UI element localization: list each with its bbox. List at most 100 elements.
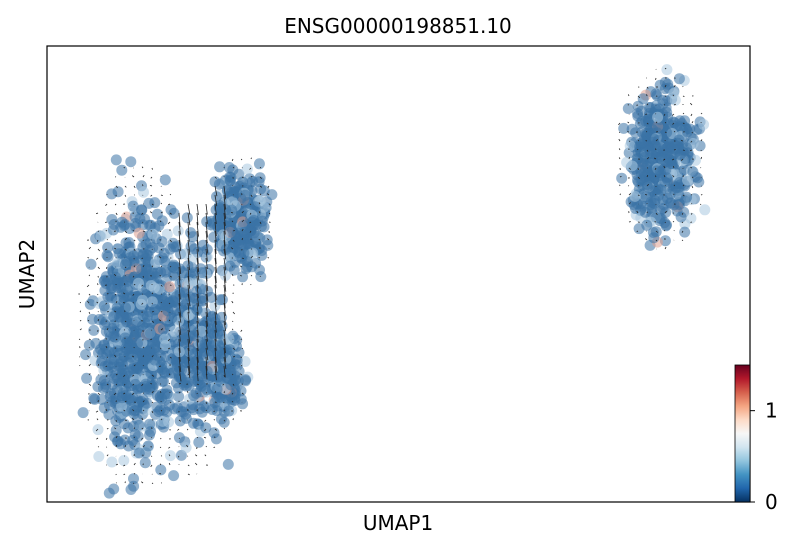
cell-point xyxy=(144,327,156,339)
velocity-arrow xyxy=(664,185,666,187)
cell-point xyxy=(208,231,220,243)
cell-point xyxy=(133,277,144,289)
cell-point xyxy=(155,266,167,278)
cell-point xyxy=(133,447,145,459)
cell-point xyxy=(160,339,171,351)
velocity-arrow xyxy=(97,230,100,232)
velocity-arrow xyxy=(106,374,108,378)
cell-point xyxy=(150,256,162,268)
y-axis-label: UMAP2 xyxy=(15,239,39,309)
cell-point xyxy=(120,237,132,249)
cell-point xyxy=(154,404,166,416)
cell-point xyxy=(116,355,128,367)
velocity-arrow xyxy=(133,473,136,475)
velocity-arrow xyxy=(655,194,657,196)
cell-point xyxy=(136,204,148,216)
cell-point xyxy=(147,228,159,240)
cell-point xyxy=(88,392,100,404)
cell-point xyxy=(656,153,668,165)
cell-point xyxy=(168,470,180,482)
cell-point xyxy=(651,90,663,102)
velocity-arrow xyxy=(106,239,108,241)
velocity-arrow xyxy=(637,194,640,196)
velocity-arrow xyxy=(637,139,640,142)
cell-point xyxy=(144,269,156,281)
velocity-arrow xyxy=(105,230,108,232)
cell-point xyxy=(200,422,212,434)
cell-point xyxy=(143,197,155,209)
cell-point xyxy=(110,415,122,427)
cell-point xyxy=(662,78,674,90)
cell-point xyxy=(116,400,128,412)
cell-point xyxy=(185,324,197,336)
cell-point xyxy=(193,356,205,367)
cell-point xyxy=(140,380,152,392)
cell-point xyxy=(662,118,674,130)
cell-point xyxy=(181,334,193,346)
cell-point xyxy=(99,360,111,372)
velocity-arrow xyxy=(151,302,153,305)
cell-point xyxy=(131,361,143,373)
cell-point xyxy=(247,175,258,187)
velocity-arrow xyxy=(637,148,639,151)
cell-point xyxy=(208,328,220,340)
cell-point xyxy=(652,111,664,123)
colorbar xyxy=(734,364,751,503)
cell-point xyxy=(81,372,93,384)
cell-point xyxy=(172,366,184,378)
chart-title: ENSG00000198851.10 xyxy=(284,14,512,38)
cell-point xyxy=(698,119,710,130)
cell-point xyxy=(645,196,657,208)
cell-point xyxy=(205,291,217,303)
cell-point xyxy=(187,231,199,243)
cell-point xyxy=(652,183,664,195)
velocity-arrow xyxy=(97,293,99,296)
velocity-arrow xyxy=(106,356,108,358)
cell-point xyxy=(167,295,179,307)
cell-point xyxy=(661,64,673,76)
cell-point xyxy=(209,176,221,188)
velocity-arrow xyxy=(250,157,252,160)
cell-point xyxy=(630,203,641,214)
cell-point xyxy=(155,464,167,476)
cell-point xyxy=(673,134,685,146)
velocity-arrow xyxy=(680,140,684,142)
velocity-arrow xyxy=(691,212,693,215)
velocity-arrow xyxy=(619,193,621,196)
cell-point xyxy=(121,316,133,328)
cell-point xyxy=(222,458,234,470)
velocity-arrow xyxy=(249,203,252,205)
velocity-arrow xyxy=(160,194,163,196)
cell-point xyxy=(115,221,127,233)
velocity-arrow xyxy=(258,239,261,241)
velocity-arrow xyxy=(664,131,667,133)
cell-point xyxy=(130,378,141,390)
velocity-arrow xyxy=(151,167,153,170)
cell-point xyxy=(158,366,170,378)
velocity-arrow xyxy=(259,275,261,278)
velocity-arrow xyxy=(232,373,234,376)
cell-point xyxy=(168,207,180,219)
cell-point xyxy=(231,187,243,199)
velocity-arrow xyxy=(682,95,685,97)
cell-point xyxy=(173,391,185,403)
cell-point xyxy=(170,261,182,273)
cell-point xyxy=(156,236,168,248)
cell-point xyxy=(685,212,697,224)
cell-point xyxy=(119,259,131,271)
cell-point xyxy=(156,393,168,405)
cell-point xyxy=(195,380,207,392)
cell-point xyxy=(106,292,118,304)
cell-point xyxy=(159,255,171,267)
cell-point xyxy=(129,211,141,223)
cell-point xyxy=(674,198,686,210)
cell-point xyxy=(674,149,686,161)
velocity-arrow xyxy=(142,239,144,242)
velocity-arrow xyxy=(133,436,135,439)
cell-point xyxy=(253,158,265,170)
velocity-arrow xyxy=(87,257,90,259)
cell-point xyxy=(212,348,224,360)
cell-point xyxy=(240,375,251,387)
velocity-arrow xyxy=(124,347,126,349)
